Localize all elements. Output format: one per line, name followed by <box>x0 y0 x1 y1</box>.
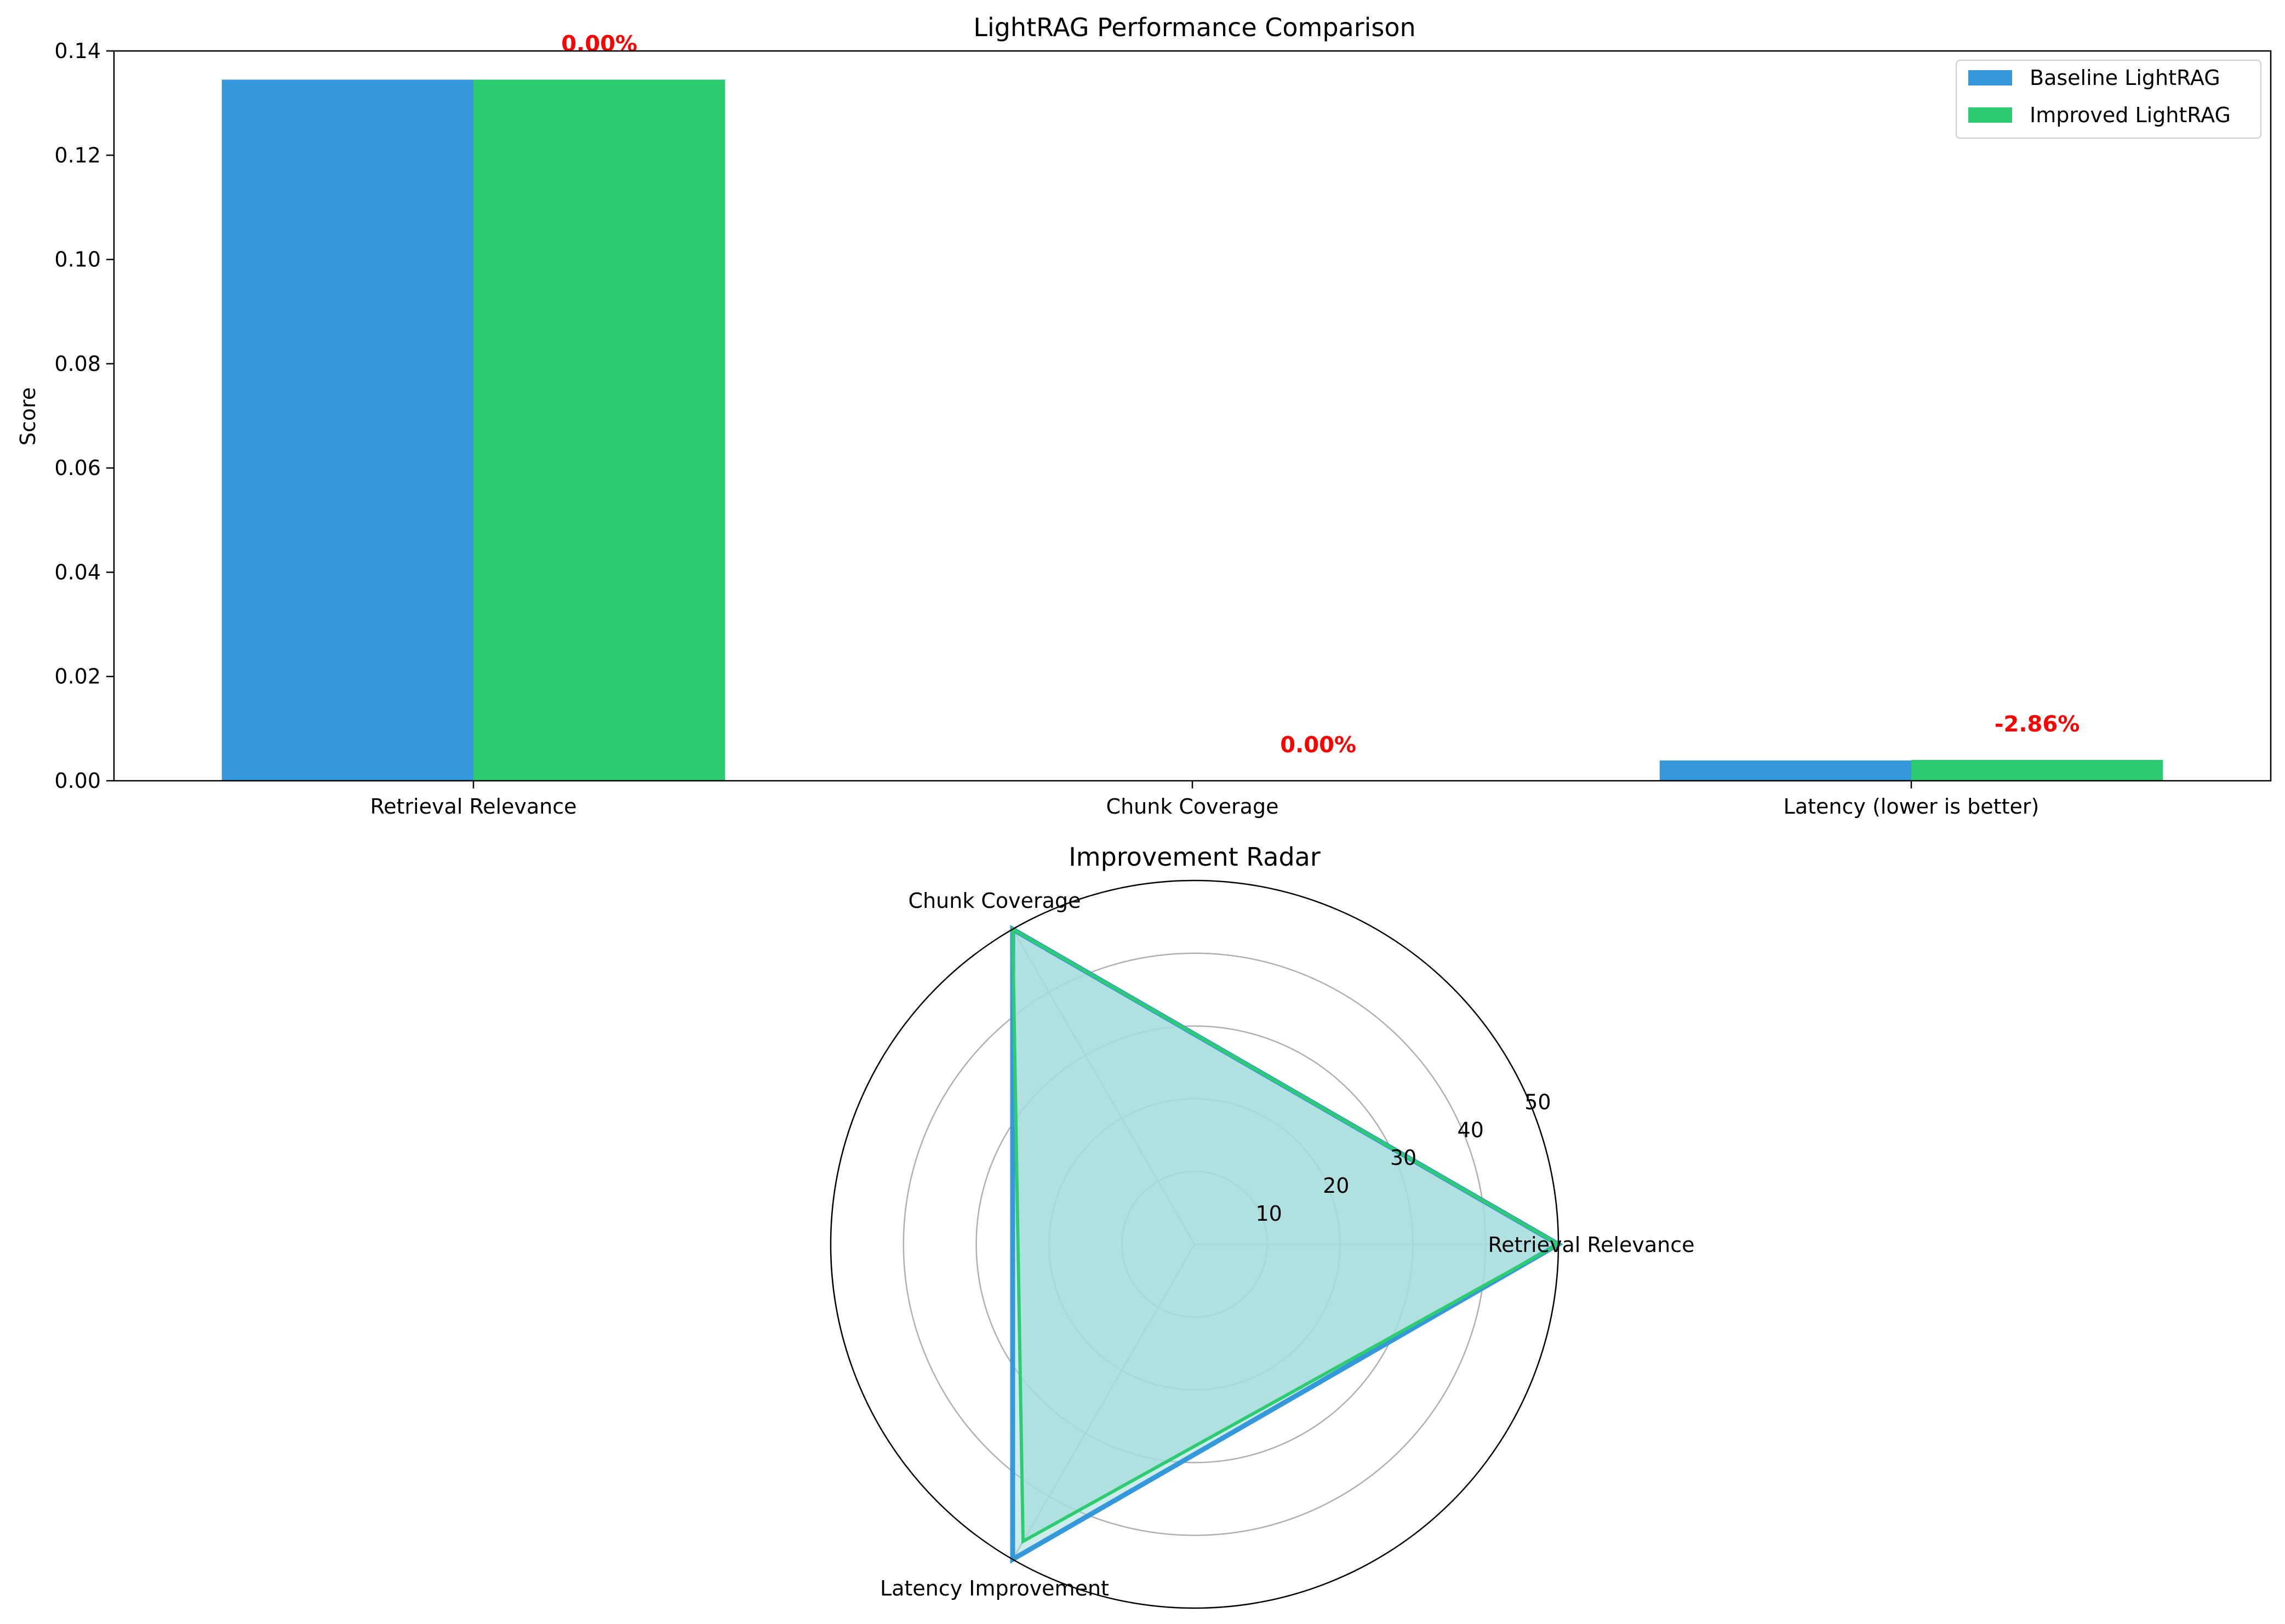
legend: Baseline LightRAG Improved LightRAG <box>1956 60 2261 139</box>
percent-change-label: 0.00% <box>1280 733 1356 758</box>
y-tick-label: 0.08 <box>54 352 101 376</box>
x-tick-label: Latency (lower is better) <box>1784 794 2040 819</box>
radar-tick-label: 50 <box>1524 1090 1551 1114</box>
x-axis-ticks: Retrieval Relevance Chunk Coverage Latency… <box>370 781 2039 819</box>
y-axis-ticks: 0.00 0.02 0.04 0.06 0.08 0.10 0.12 0.14 <box>54 39 114 793</box>
radar-tick-label: 30 <box>1390 1146 1416 1170</box>
bar-marks <box>221 79 2163 781</box>
percent-annotations: 0.00% 0.00% -2.86% <box>561 31 2080 758</box>
y-tick-label: 0.06 <box>54 456 101 480</box>
radar-tick-label: 20 <box>1323 1174 1349 1198</box>
percent-change-label: 0.00% <box>561 31 637 56</box>
y-tick-label: 0.14 <box>54 39 101 63</box>
legend-label-baseline: Baseline LightRAG <box>2030 66 2220 90</box>
radar-series-line <box>1010 926 1562 1545</box>
bar-baseline <box>1659 760 1911 781</box>
bar-improved <box>1911 759 2163 781</box>
y-tick-label: 0.12 <box>54 143 101 167</box>
bar-chart: LightRAG Performance Comparison Score 0.… <box>16 13 2272 819</box>
bar-baseline <box>221 79 473 781</box>
radar-category-label: Retrieval Relevance <box>1488 1233 1694 1257</box>
radar-outer-ring <box>830 879 1559 1609</box>
y-tick-label: 0.02 <box>54 665 101 689</box>
bar-chart-title: LightRAG Performance Comparison <box>973 13 1415 42</box>
radar-tick-label: 10 <box>1255 1202 1282 1226</box>
x-tick-label: Chunk Coverage <box>1106 794 1279 819</box>
radar-category-label: Chunk Coverage <box>909 889 1081 913</box>
radar-labels: Retrieval Relevance Chunk Coverage Latency… <box>880 889 1695 1600</box>
radar-tick-label: 40 <box>1458 1118 1484 1142</box>
radar-chart-title: Improvement Radar <box>1069 842 1321 872</box>
radar-area <box>1013 929 1558 1542</box>
legend-swatch-improved <box>1968 107 2012 123</box>
legend-box <box>1956 60 2261 139</box>
y-tick-label: 0.04 <box>54 560 101 584</box>
legend-label-improved: Improved LightRAG <box>2030 103 2231 127</box>
y-tick-label: 0.10 <box>54 248 101 272</box>
radar-chart: Improvement Radar Retrieval Relevance Chu… <box>830 842 1695 1609</box>
plot-frame <box>113 50 2272 782</box>
bar-improved <box>473 79 726 781</box>
radar-category-label: Latency Improvement <box>880 1576 1109 1600</box>
y-axis-label: Score <box>16 387 40 445</box>
legend-swatch-baseline <box>1968 70 2012 85</box>
radar-series <box>1010 925 1564 1564</box>
x-tick-label: Retrieval Relevance <box>370 794 576 819</box>
percent-change-label: -2.86% <box>1995 712 2080 737</box>
y-tick-label: 0.00 <box>54 769 101 793</box>
